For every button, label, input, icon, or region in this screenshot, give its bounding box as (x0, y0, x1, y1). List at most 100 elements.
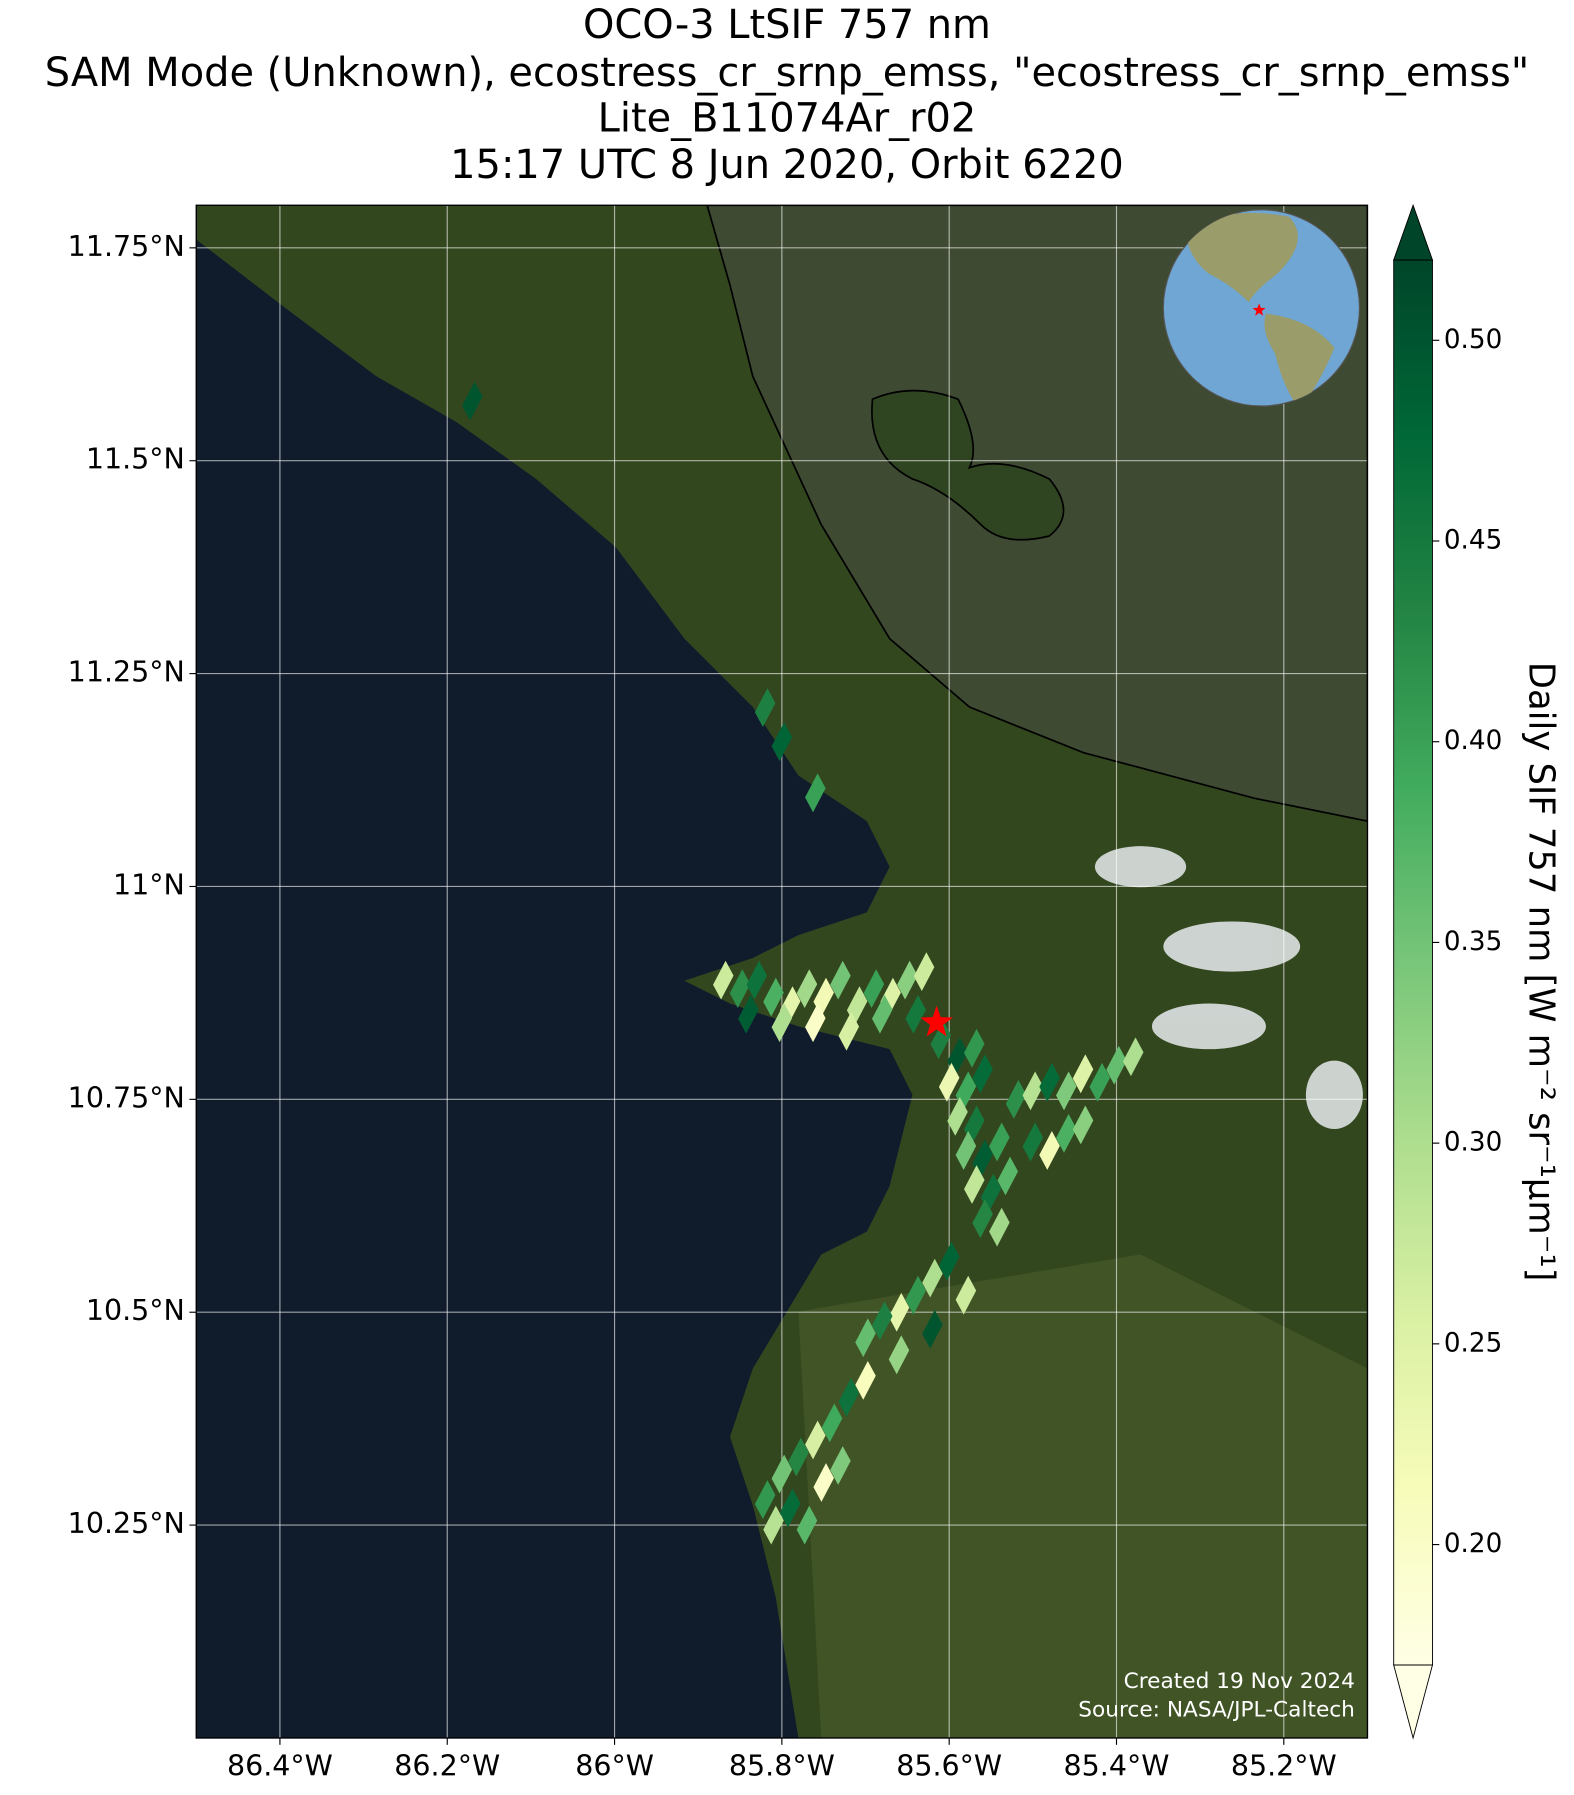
sif-footprint (754, 1480, 776, 1519)
sif-footprint (913, 952, 935, 992)
sif-footprint (1122, 1037, 1144, 1077)
sif-footprint (922, 1258, 943, 1298)
colorbar-tick-label: 0.50 (1444, 325, 1502, 355)
colorbar-extend (1393, 203, 1434, 261)
colorbar-tick-label: 0.45 (1444, 526, 1502, 556)
sif-footprint (1072, 1105, 1094, 1145)
island (871, 389, 1065, 541)
sif-footprint (830, 1446, 851, 1485)
y-tick-label: 10.75°N (68, 1081, 185, 1114)
sif-footprint (1056, 1114, 1077, 1153)
sif-footprint (972, 1199, 993, 1238)
sif-footprint (905, 994, 926, 1034)
sif-footprint (871, 1301, 893, 1341)
sif-footprint (813, 1463, 834, 1502)
sif-footprint (771, 1454, 793, 1494)
x-tick-label: 86.2°W (394, 1750, 500, 1783)
title-line: SAM Mode (Unknown), ecostress_cr_srnp_em… (45, 50, 1529, 96)
sif-footprint (955, 1131, 977, 1170)
y-tick-label: 11.25°N (68, 656, 185, 689)
x-tick-label: 86°W (575, 1750, 654, 1783)
sif-footprint (1072, 1054, 1094, 1094)
sif-footprint (888, 1292, 910, 1332)
x-tick-label: 85.2°W (1231, 1750, 1337, 1783)
credit-note: Created 19 Nov 2024 (1124, 1669, 1355, 1694)
colorbar-tick-label: 0.25 (1444, 1328, 1502, 1358)
sif-footprint (1106, 1045, 1127, 1085)
sif-footprint (855, 1318, 876, 1358)
sif-footprint (771, 1003, 793, 1043)
sif-footprint (754, 688, 776, 728)
sif-footprint (805, 1003, 826, 1043)
sif-footprint (964, 1165, 985, 1204)
sif-footprint (997, 1156, 1019, 1196)
credit-note: Source: NASA/JPL-Caltech (1078, 1698, 1355, 1723)
colorbar-label: Daily SIF 757 nm [W m⁻² sr⁻¹µm⁻¹] (1521, 662, 1562, 1282)
colorbar-tick-label: 0.40 (1444, 726, 1502, 756)
x-tick-label: 85.6°W (896, 1750, 1002, 1783)
sif-footprint (855, 1360, 876, 1400)
sif-footprint (964, 1028, 985, 1068)
sif-footprint (989, 1207, 1010, 1247)
sif-footprint (729, 969, 751, 1009)
sif-footprint (821, 1403, 843, 1443)
colorbar-tick-label: 0.20 (1444, 1529, 1502, 1559)
title-line: OCO-3 LtSIF 757 nm (583, 2, 991, 48)
sif-footprint (1039, 1131, 1060, 1170)
sif-footprint (863, 969, 885, 1009)
sif-footprint (779, 1488, 801, 1528)
colorbar-body (1393, 260, 1433, 1665)
sif-footprint (796, 969, 818, 1009)
title-line: Lite_B11074Ar_r02 (598, 95, 977, 141)
grid (196, 205, 1368, 1738)
x-tick-label: 85.4°W (1064, 1750, 1170, 1783)
colorbar-frame (1393, 259, 1433, 1666)
sif-footprint (930, 1020, 952, 1060)
sif-footprint (805, 1420, 826, 1460)
colorbar: 0.20 0.25 0.30 0.35 0.40 0.45 0.50 (1393, 203, 1502, 1740)
sif-footprint (805, 773, 826, 813)
globe-star (1252, 303, 1266, 316)
colorbar-tick-label: 0.35 (1444, 927, 1502, 957)
sif-footprint (771, 722, 793, 762)
globe-inset (1162, 209, 1361, 407)
sif-footprint (947, 1096, 968, 1136)
y-tick-label: 11.75°N (68, 230, 185, 263)
continents (1186, 212, 1335, 406)
sif-footprint (905, 1275, 926, 1315)
sif-footprint (888, 1335, 910, 1375)
clouds (1094, 846, 1363, 1130)
sif-footprint (838, 1011, 860, 1051)
x-tick-label: 85.8°W (729, 1750, 835, 1783)
sif-footprint (788, 1437, 809, 1477)
sif-footprint (796, 1505, 818, 1545)
y-tick-label: 10.5°N (86, 1294, 185, 1327)
sif-footprint (955, 1275, 977, 1315)
sif-footprint (738, 994, 759, 1034)
sif-footprint (1039, 1062, 1060, 1102)
sif-footprint (922, 1309, 943, 1349)
sif-footprint (838, 1377, 860, 1417)
footprints (462, 381, 1144, 1545)
title-line: 15:17 UTC 8 Jun 2020, Orbit 6220 (450, 142, 1124, 188)
y-tick-label: 11.5°N (86, 443, 185, 476)
sif-footprint (1005, 1079, 1027, 1119)
sif-footprint (938, 1062, 960, 1102)
sif-footprint (1089, 1062, 1111, 1102)
y-tick-label: 10.25°N (68, 1507, 185, 1540)
colorbar-extend (1393, 1664, 1434, 1740)
sif-footprint (1022, 1122, 1044, 1162)
sif-footprint (763, 1505, 784, 1545)
x-tick-label: 86.4°W (227, 1750, 333, 1783)
bay-land (798, 1254, 1368, 1738)
y-tick-label: 11°N (113, 868, 185, 901)
sif-footprint (871, 994, 893, 1034)
sif-footprint (1056, 1071, 1077, 1111)
sif-footprint (462, 381, 483, 421)
sif-footprint (972, 1054, 993, 1094)
sif-footprint (763, 977, 784, 1017)
sif-footprint (897, 960, 918, 1000)
sif-footprint (989, 1122, 1010, 1162)
sif-footprint (938, 1241, 960, 1281)
